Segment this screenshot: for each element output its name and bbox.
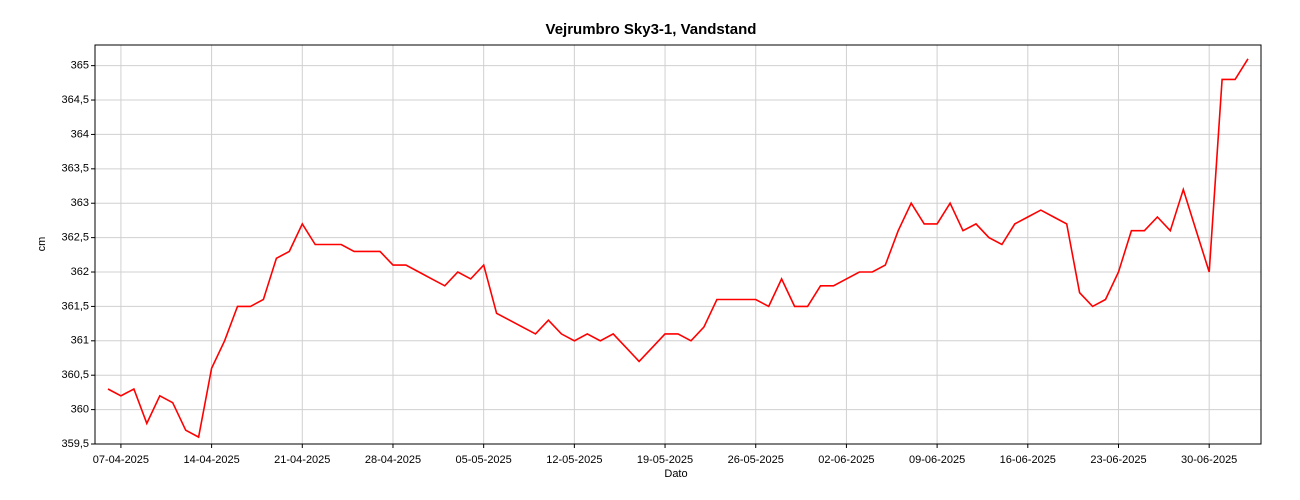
y-tick-label: 361: [71, 335, 89, 347]
chart-title: Vejrumbro Sky3-1, Vandstand: [546, 21, 757, 38]
x-tick-label: 09-06-2025: [909, 454, 965, 466]
x-tick-label: 05-05-2025: [456, 454, 512, 466]
x-tick-label: 16-06-2025: [1000, 454, 1056, 466]
x-tick-label: 02-06-2025: [818, 454, 874, 466]
y-tick-label: 363,5: [61, 163, 89, 175]
y-tick-label: 360,5: [61, 369, 89, 381]
x-tick-label: 30-06-2025: [1181, 454, 1237, 466]
y-tick-label: 365: [71, 60, 89, 72]
x-tick-label: 07-04-2025: [93, 454, 149, 466]
x-tick-label: 26-05-2025: [728, 454, 784, 466]
y-tick-label: 360: [71, 404, 89, 416]
x-tick-label: 28-04-2025: [365, 454, 421, 466]
y-tick-label: 361,5: [61, 300, 89, 312]
x-tick-label: 23-06-2025: [1090, 454, 1146, 466]
y-tick-label: 362,5: [61, 232, 89, 244]
x-tick-label: 14-04-2025: [183, 454, 239, 466]
y-tick-label: 364,5: [61, 94, 89, 106]
y-tick-label: 364: [71, 128, 89, 140]
y-axis-label: cm: [36, 237, 48, 252]
y-tick-label: 359,5: [61, 438, 89, 450]
y-tick-label: 363: [71, 197, 89, 209]
x-tick-label: 19-05-2025: [637, 454, 693, 466]
y-tick-label: 362: [71, 266, 89, 278]
x-axis-label: Dato: [664, 468, 687, 480]
data-line: [107, 58, 1249, 439]
plot-frame: [94, 44, 1262, 445]
x-tick-label: 21-04-2025: [274, 454, 330, 466]
x-tick-label: 12-05-2025: [546, 454, 602, 466]
